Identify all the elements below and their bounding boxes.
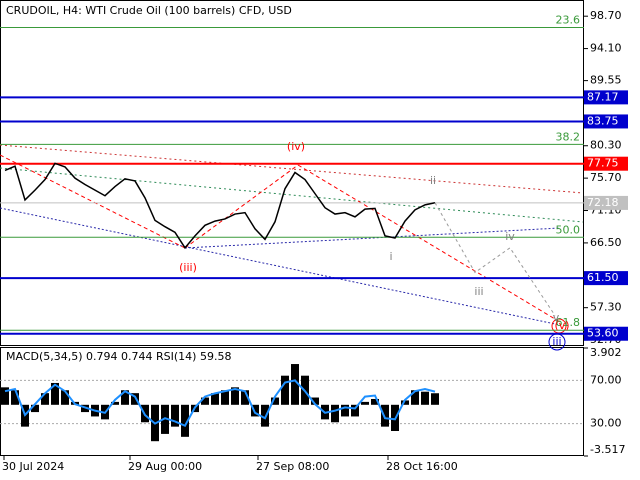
macd-bar	[271, 397, 279, 405]
macd-bar	[121, 390, 129, 405]
wave-label: iii	[552, 335, 561, 348]
trend-line	[0, 207, 561, 326]
macd-bar	[341, 404, 349, 417]
wave-label: v	[553, 311, 560, 324]
macd-bar	[161, 404, 169, 434]
level-box	[584, 271, 628, 286]
y-tick-label: 89.55	[590, 74, 622, 87]
wave-label: iv	[505, 230, 515, 243]
price-pane	[0, 0, 584, 346]
macd-bar	[351, 404, 359, 417]
macd-bar	[291, 364, 299, 405]
macd-bar	[431, 393, 439, 405]
wave-label: ii	[430, 174, 436, 187]
chart-title: CRUDOIL, H4: WTI Crude Oil (100 barrels)…	[6, 4, 292, 17]
level-label: 53.60	[587, 327, 619, 340]
macd-bar	[131, 393, 139, 405]
level-label: 77.75	[587, 157, 619, 170]
wave-label: (v)	[554, 319, 569, 332]
macd-bar	[311, 397, 319, 405]
macd-bar	[201, 397, 209, 405]
x-tick-label: 30 Jul 2024	[2, 460, 64, 473]
fib-label: 23.6	[556, 13, 581, 26]
level-box	[584, 90, 628, 105]
macd-bar	[281, 375, 289, 405]
wave-line	[184, 164, 299, 249]
macd-bar	[381, 404, 389, 427]
macd-bar	[221, 390, 229, 405]
macd-bar	[421, 391, 429, 405]
y-tick-label: 3.902	[590, 346, 622, 359]
trend-line	[184, 227, 561, 249]
macd-bar	[411, 390, 419, 405]
level-box	[584, 195, 628, 210]
fib-label: 50.0	[556, 223, 581, 236]
wave-line	[297, 164, 561, 323]
y-tick-label: 30.00	[590, 417, 622, 430]
macd-bar	[51, 382, 59, 405]
x-tick-label: 28 Oct 16:00	[386, 460, 458, 473]
wave-label: iii	[474, 285, 483, 298]
price-line	[4, 162, 436, 250]
x-tick-label: 27 Sep 08:00	[256, 460, 329, 473]
macd-bar	[31, 404, 39, 413]
y-tick-label: 98.70	[590, 9, 622, 22]
y-tick-label: 70.00	[590, 373, 622, 386]
macd-bar	[211, 393, 219, 405]
y-tick-label: 94.10	[590, 42, 622, 55]
level-box	[584, 156, 628, 171]
macd-bar	[171, 404, 179, 427]
level-label: 87.17	[587, 90, 619, 103]
macd-bar	[361, 401, 369, 405]
level-label: 72.18	[587, 196, 619, 209]
level-label: 83.75	[587, 114, 619, 127]
level-box	[584, 326, 628, 341]
fib-label: 61.8	[556, 316, 581, 329]
indicator-label: MACD(5,34,5) 0.794 0.744 RSI(14) 59.58	[6, 350, 231, 363]
fib-label: 38.2	[556, 130, 581, 143]
indicator-pane	[0, 347, 584, 456]
macd-bar	[61, 390, 69, 405]
wave-label: (iv)	[287, 140, 305, 153]
level-label: 61.50	[587, 271, 619, 284]
y-tick-label: -3.517	[590, 443, 625, 456]
y-tick-label: 66.50	[590, 236, 622, 249]
y-tick-label: 57.30	[590, 301, 622, 314]
macd-bar	[401, 400, 409, 405]
macd-bar	[231, 387, 239, 405]
projection-line	[434, 202, 556, 316]
y-tick-label: 80.30	[590, 139, 622, 152]
macd-bar	[181, 404, 189, 437]
macd-bar	[11, 390, 19, 405]
wave-label: (iii)	[179, 261, 197, 274]
level-box	[584, 114, 628, 129]
macd-bar	[41, 393, 49, 405]
macd-bar	[261, 404, 269, 427]
rsi-line	[4, 379, 436, 428]
wave-label: i	[389, 250, 392, 263]
macd-bar	[1, 387, 9, 405]
y-tick-label: 75.70	[590, 171, 622, 184]
macd-bar	[331, 404, 339, 423]
macd-bar	[371, 398, 379, 405]
x-tick-label: 29 Aug 00:00	[128, 460, 202, 473]
macd-bar	[111, 401, 119, 405]
macd-bar	[241, 390, 249, 405]
